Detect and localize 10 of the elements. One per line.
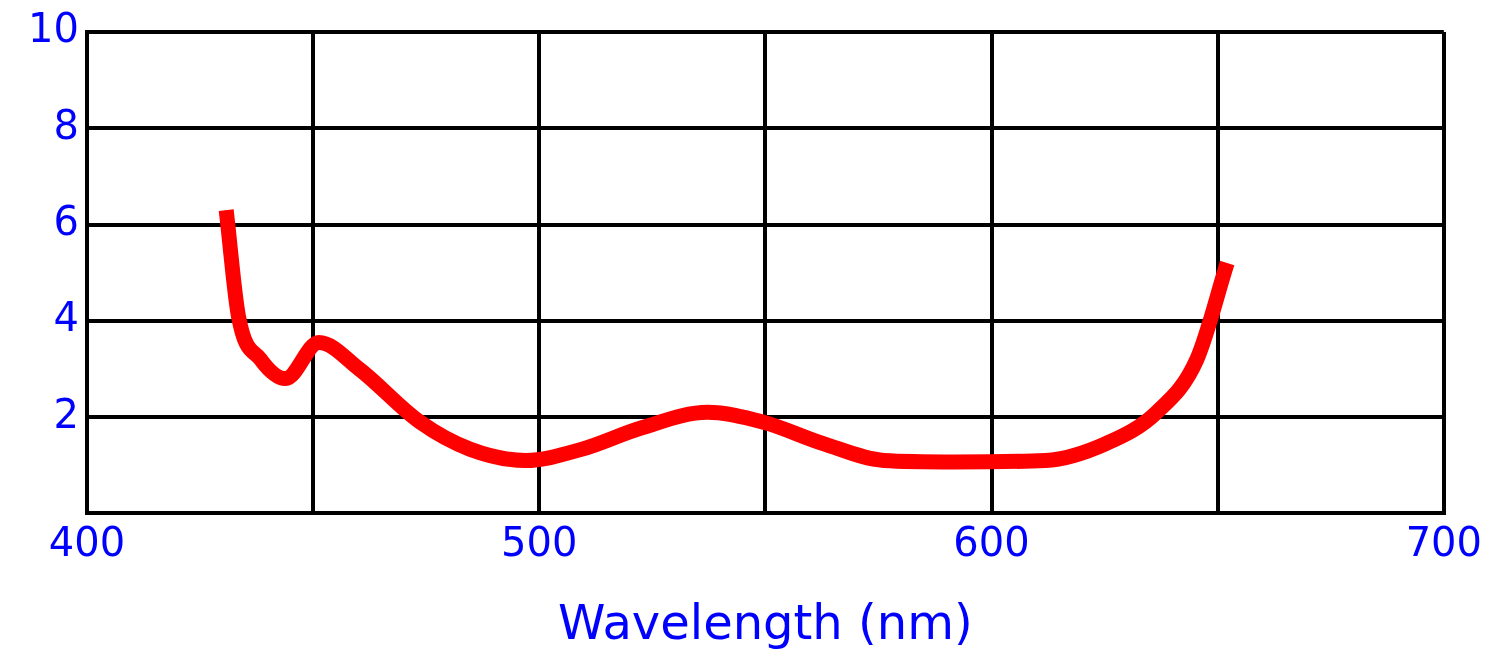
x-tick-label: 600 [953,518,1030,565]
x-tick-label: 500 [501,518,578,565]
y-tick-label: 4 [53,294,79,341]
x-tick-label: 700 [1405,518,1483,565]
x-axis-title: Wavelength (nm) [558,593,973,650]
y-tick-label: 8 [53,101,79,148]
x-tick-label: 400 [48,518,126,565]
y-tick-label: 10 [27,5,79,52]
y-tick-label: 6 [53,197,79,244]
y-tick-label: 2 [53,390,79,437]
